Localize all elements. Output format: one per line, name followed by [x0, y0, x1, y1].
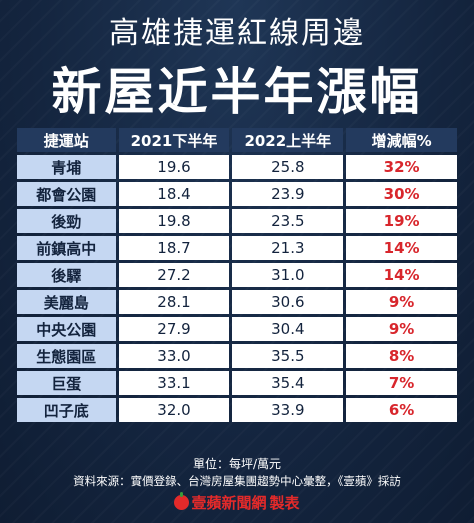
station-cell: 青埔: [17, 155, 116, 179]
station-cell: 都會公園: [17, 182, 116, 206]
value-2022h1-cell: 23.9: [232, 182, 344, 206]
station-cell: 後驛: [17, 263, 116, 287]
source-label: 資料來源：: [73, 474, 131, 488]
station-cell: 生態園區: [17, 344, 116, 368]
table-row: 青埔 19.6 25.8 32%: [17, 155, 457, 179]
logo-text: 壹蘋新聞網: [191, 494, 267, 512]
table-row: 前鎮高中 18.7 21.3 14%: [17, 236, 457, 260]
change-percent-cell: 9%: [346, 317, 457, 341]
table-row: 巨蛋 33.1 35.4 7%: [17, 371, 457, 395]
value-2021h2-cell: 33.1: [118, 371, 230, 395]
table-row: 都會公園 18.4 23.9 30%: [17, 182, 457, 206]
column-header-2021h2: 2021下半年: [118, 128, 230, 152]
change-percent-cell: 19%: [346, 209, 457, 233]
station-cell: 巨蛋: [17, 371, 116, 395]
change-percent-cell: 30%: [346, 182, 457, 206]
change-percent-cell: 32%: [346, 155, 457, 179]
chart-subtitle: 高雄捷運紅線周邊: [109, 16, 365, 51]
column-header-change: 增減幅%: [346, 128, 457, 152]
value-2021h2-cell: 19.8: [118, 209, 230, 233]
table-row: 後驛 27.2 31.0 14%: [17, 263, 457, 287]
value-2022h1-cell: 23.5: [232, 209, 344, 233]
change-percent-cell: 6%: [346, 398, 457, 422]
value-2021h2-cell: 27.9: [118, 317, 230, 341]
chart-title: 新屋近半年漲幅: [51, 63, 423, 121]
value-2022h1-cell: 35.5: [232, 344, 344, 368]
value-2021h2-cell: 27.2: [118, 263, 230, 287]
value-2022h1-cell: 30.6: [232, 290, 344, 314]
value-2022h1-cell: 25.8: [232, 155, 344, 179]
value-2022h1-cell: 21.3: [232, 236, 344, 260]
apple-icon: [174, 492, 190, 510]
value-2021h2-cell: 28.1: [118, 290, 230, 314]
table-row: 生態園區 33.0 35.5 8%: [17, 344, 457, 368]
source-text: 實價登錄、台灣房屋集團趨勢中心彙整，《壹蘋》採訪: [130, 474, 401, 488]
change-percent-cell: 8%: [346, 344, 457, 368]
change-percent-cell: 7%: [346, 371, 457, 395]
value-2021h2-cell: 33.0: [118, 344, 230, 368]
station-cell: 凹子底: [17, 398, 116, 422]
station-cell: 中央公園: [17, 317, 116, 341]
value-2022h1-cell: 35.4: [232, 371, 344, 395]
station-cell: 前鎮高中: [17, 236, 116, 260]
value-2022h1-cell: 33.9: [232, 398, 344, 422]
column-header-station: 捷運站: [17, 128, 116, 152]
station-cell: 美麗島: [17, 290, 116, 314]
table-header-row: 捷運站 2021下半年 2022上半年 增減幅%: [17, 128, 457, 152]
table-row: 中央公園 27.9 30.4 9%: [17, 317, 457, 341]
table-row: 美麗島 28.1 30.6 9%: [17, 290, 457, 314]
value-2021h2-cell: 18.7: [118, 236, 230, 260]
table-row: 後勁 19.8 23.5 19%: [17, 209, 457, 233]
value-2021h2-cell: 32.0: [118, 398, 230, 422]
column-header-2022h1: 2022上半年: [232, 128, 344, 152]
value-2021h2-cell: 19.6: [118, 155, 230, 179]
change-percent-cell: 9%: [346, 290, 457, 314]
publisher-logo: 壹蘋新聞網 製表: [0, 492, 474, 513]
data-table: 捷運站 2021下半年 2022上半年 增減幅% 青埔 19.6 25.8 32% 都會…: [14, 125, 460, 425]
value-2022h1-cell: 30.4: [232, 317, 344, 341]
value-2021h2-cell: 18.4: [118, 182, 230, 206]
table-row: 凹子底 32.0 33.9 6%: [17, 398, 457, 422]
station-cell: 後勁: [17, 209, 116, 233]
unit-label: 單位：每坪/萬元: [192, 457, 282, 471]
logo-suffix: 製表: [269, 494, 300, 512]
change-percent-cell: 14%: [346, 236, 457, 260]
change-percent-cell: 14%: [346, 263, 457, 287]
source-line: 資料來源：實價登錄、台灣房屋集團趨勢中心彙整，《壹蘋》採訪: [0, 473, 474, 489]
value-2022h1-cell: 31.0: [232, 263, 344, 287]
